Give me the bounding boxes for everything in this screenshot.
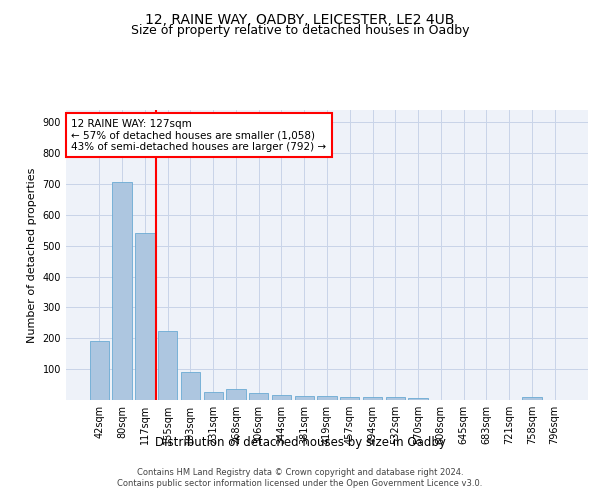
Bar bbox=[522, 397, 542, 400]
Bar bbox=[158, 331, 178, 400]
Bar bbox=[112, 182, 132, 400]
Bar bbox=[363, 397, 382, 400]
Y-axis label: Number of detached properties: Number of detached properties bbox=[27, 168, 37, 342]
Bar bbox=[249, 392, 268, 400]
Bar bbox=[203, 392, 223, 400]
Bar bbox=[409, 398, 428, 400]
Bar bbox=[295, 396, 314, 400]
Text: 12, RAINE WAY, OADBY, LEICESTER, LE2 4UB: 12, RAINE WAY, OADBY, LEICESTER, LE2 4UB bbox=[145, 12, 455, 26]
Text: Size of property relative to detached houses in Oadby: Size of property relative to detached ho… bbox=[131, 24, 469, 37]
Text: Contains HM Land Registry data © Crown copyright and database right 2024.
Contai: Contains HM Land Registry data © Crown c… bbox=[118, 468, 482, 487]
Text: 12 RAINE WAY: 127sqm
← 57% of detached houses are smaller (1,058)
43% of semi-de: 12 RAINE WAY: 127sqm ← 57% of detached h… bbox=[71, 118, 326, 152]
Bar bbox=[90, 342, 109, 400]
Text: Distribution of detached houses by size in Oadby: Distribution of detached houses by size … bbox=[155, 436, 445, 449]
Bar bbox=[386, 397, 405, 400]
Bar bbox=[317, 396, 337, 400]
Bar bbox=[135, 234, 155, 400]
Bar bbox=[272, 396, 291, 400]
Bar bbox=[181, 372, 200, 400]
Bar bbox=[340, 396, 359, 400]
Bar bbox=[226, 389, 245, 400]
